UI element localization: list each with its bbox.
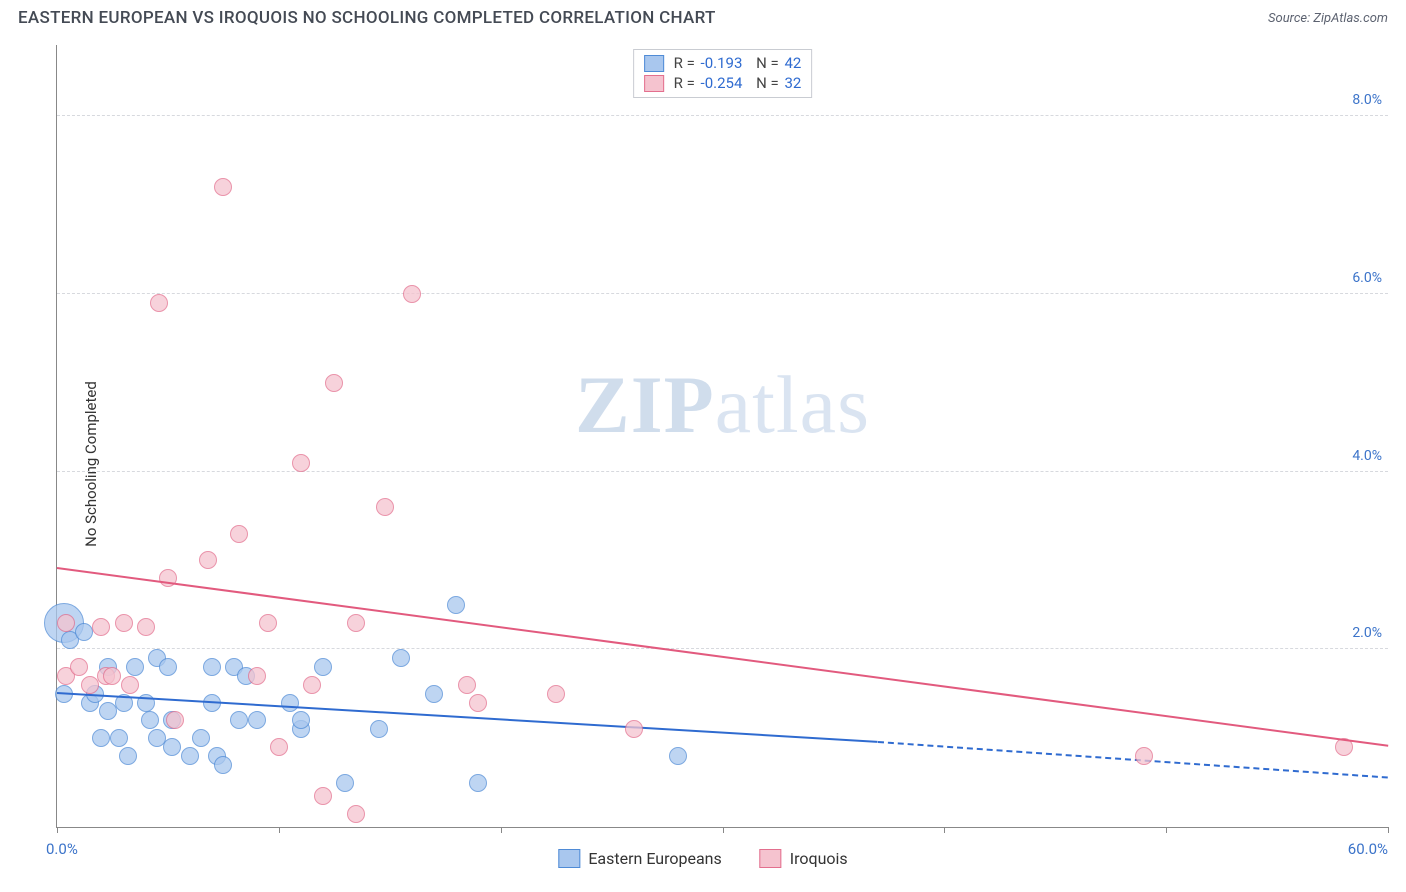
data-point (392, 649, 410, 667)
stat-n-label: N = 32 (752, 74, 801, 92)
data-point (181, 747, 199, 765)
x-tick (944, 827, 945, 833)
stat-r-label: R = -0.254 (674, 74, 743, 92)
data-point (163, 738, 181, 756)
legend-swatch-icon (644, 55, 664, 72)
stats-legend: R = -0.193 N = 42R = -0.254 N = 32 (633, 49, 813, 98)
data-point (103, 667, 121, 685)
data-point (547, 685, 565, 703)
y-tick-label: 2.0% (1352, 625, 1382, 641)
data-point (230, 525, 248, 543)
legend-label: Eastern Europeans (588, 849, 721, 868)
stats-row: R = -0.193 N = 42 (644, 53, 802, 73)
x-tick (1166, 827, 1167, 833)
stat-n-label: N = 42 (752, 54, 801, 72)
source-label: Source: ZipAtlas.com (1268, 11, 1388, 26)
data-point (370, 720, 388, 738)
data-point (70, 658, 88, 676)
data-point (248, 711, 266, 729)
data-point (669, 747, 687, 765)
x-tick (501, 827, 502, 833)
chart-container: No Schooling Completed ZIPatlas R = -0.1… (18, 45, 1388, 882)
data-point (376, 498, 394, 516)
data-point (166, 711, 184, 729)
x-axis-max-label: 60.0% (1348, 840, 1388, 858)
data-point (92, 618, 110, 636)
chart-title: EASTERN EUROPEAN VS IROQUOIS NO SCHOOLIN… (18, 8, 716, 28)
data-point (458, 676, 476, 694)
x-axis-origin-label: 0.0% (46, 840, 78, 858)
data-point (203, 658, 221, 676)
legend-swatch-icon (760, 849, 782, 868)
x-tick (1388, 827, 1389, 833)
watermark-rest: atlas (715, 359, 870, 450)
data-point (126, 658, 144, 676)
y-tick-label: 6.0% (1352, 270, 1382, 286)
data-point (137, 618, 155, 636)
trend-line (878, 741, 1388, 779)
x-tick (723, 827, 724, 833)
data-point (192, 729, 210, 747)
x-tick (279, 827, 280, 833)
legend-label: Iroquois (790, 849, 848, 868)
data-point (121, 676, 139, 694)
gridline (57, 471, 1388, 472)
legend-swatch-icon (644, 75, 664, 92)
data-point (141, 711, 159, 729)
data-point (248, 667, 266, 685)
data-point (259, 614, 277, 632)
watermark: ZIPatlas (575, 358, 870, 452)
data-point (447, 596, 465, 614)
data-point (75, 623, 93, 641)
legend-item: Iroquois (760, 849, 848, 868)
data-point (110, 729, 128, 747)
data-point (314, 658, 332, 676)
data-point (115, 614, 133, 632)
gridline (57, 115, 1388, 116)
scatter-plot: ZIPatlas R = -0.193 N = 42R = -0.254 N =… (56, 45, 1388, 828)
stat-r-label: R = -0.193 (674, 54, 743, 72)
data-point (314, 787, 332, 805)
data-point (230, 711, 248, 729)
data-point (336, 774, 354, 792)
data-point (347, 805, 365, 823)
x-tick (57, 827, 58, 833)
stats-row: R = -0.254 N = 32 (644, 73, 802, 93)
data-point (281, 694, 299, 712)
data-point (469, 774, 487, 792)
data-point (292, 711, 310, 729)
data-point (199, 551, 217, 569)
data-point (325, 374, 343, 392)
data-point (425, 685, 443, 703)
data-point (303, 676, 321, 694)
data-point (292, 454, 310, 472)
data-point (469, 694, 487, 712)
data-point (625, 720, 643, 738)
data-point (214, 178, 232, 196)
watermark-bold: ZIP (575, 359, 715, 450)
gridline (57, 648, 1388, 649)
gridline (57, 293, 1388, 294)
y-tick-label: 8.0% (1352, 92, 1382, 108)
data-point (57, 614, 75, 632)
legend-item: Eastern Europeans (558, 849, 721, 868)
data-point (403, 285, 421, 303)
legend-swatch-icon (558, 849, 580, 868)
data-point (119, 747, 137, 765)
data-point (347, 614, 365, 632)
data-point (92, 729, 110, 747)
data-point (159, 658, 177, 676)
data-point (150, 294, 168, 312)
data-point (1135, 747, 1153, 765)
data-point (270, 738, 288, 756)
y-tick-label: 4.0% (1352, 448, 1382, 464)
legend: Eastern Europeans Iroquois (558, 849, 847, 868)
data-point (214, 756, 232, 774)
